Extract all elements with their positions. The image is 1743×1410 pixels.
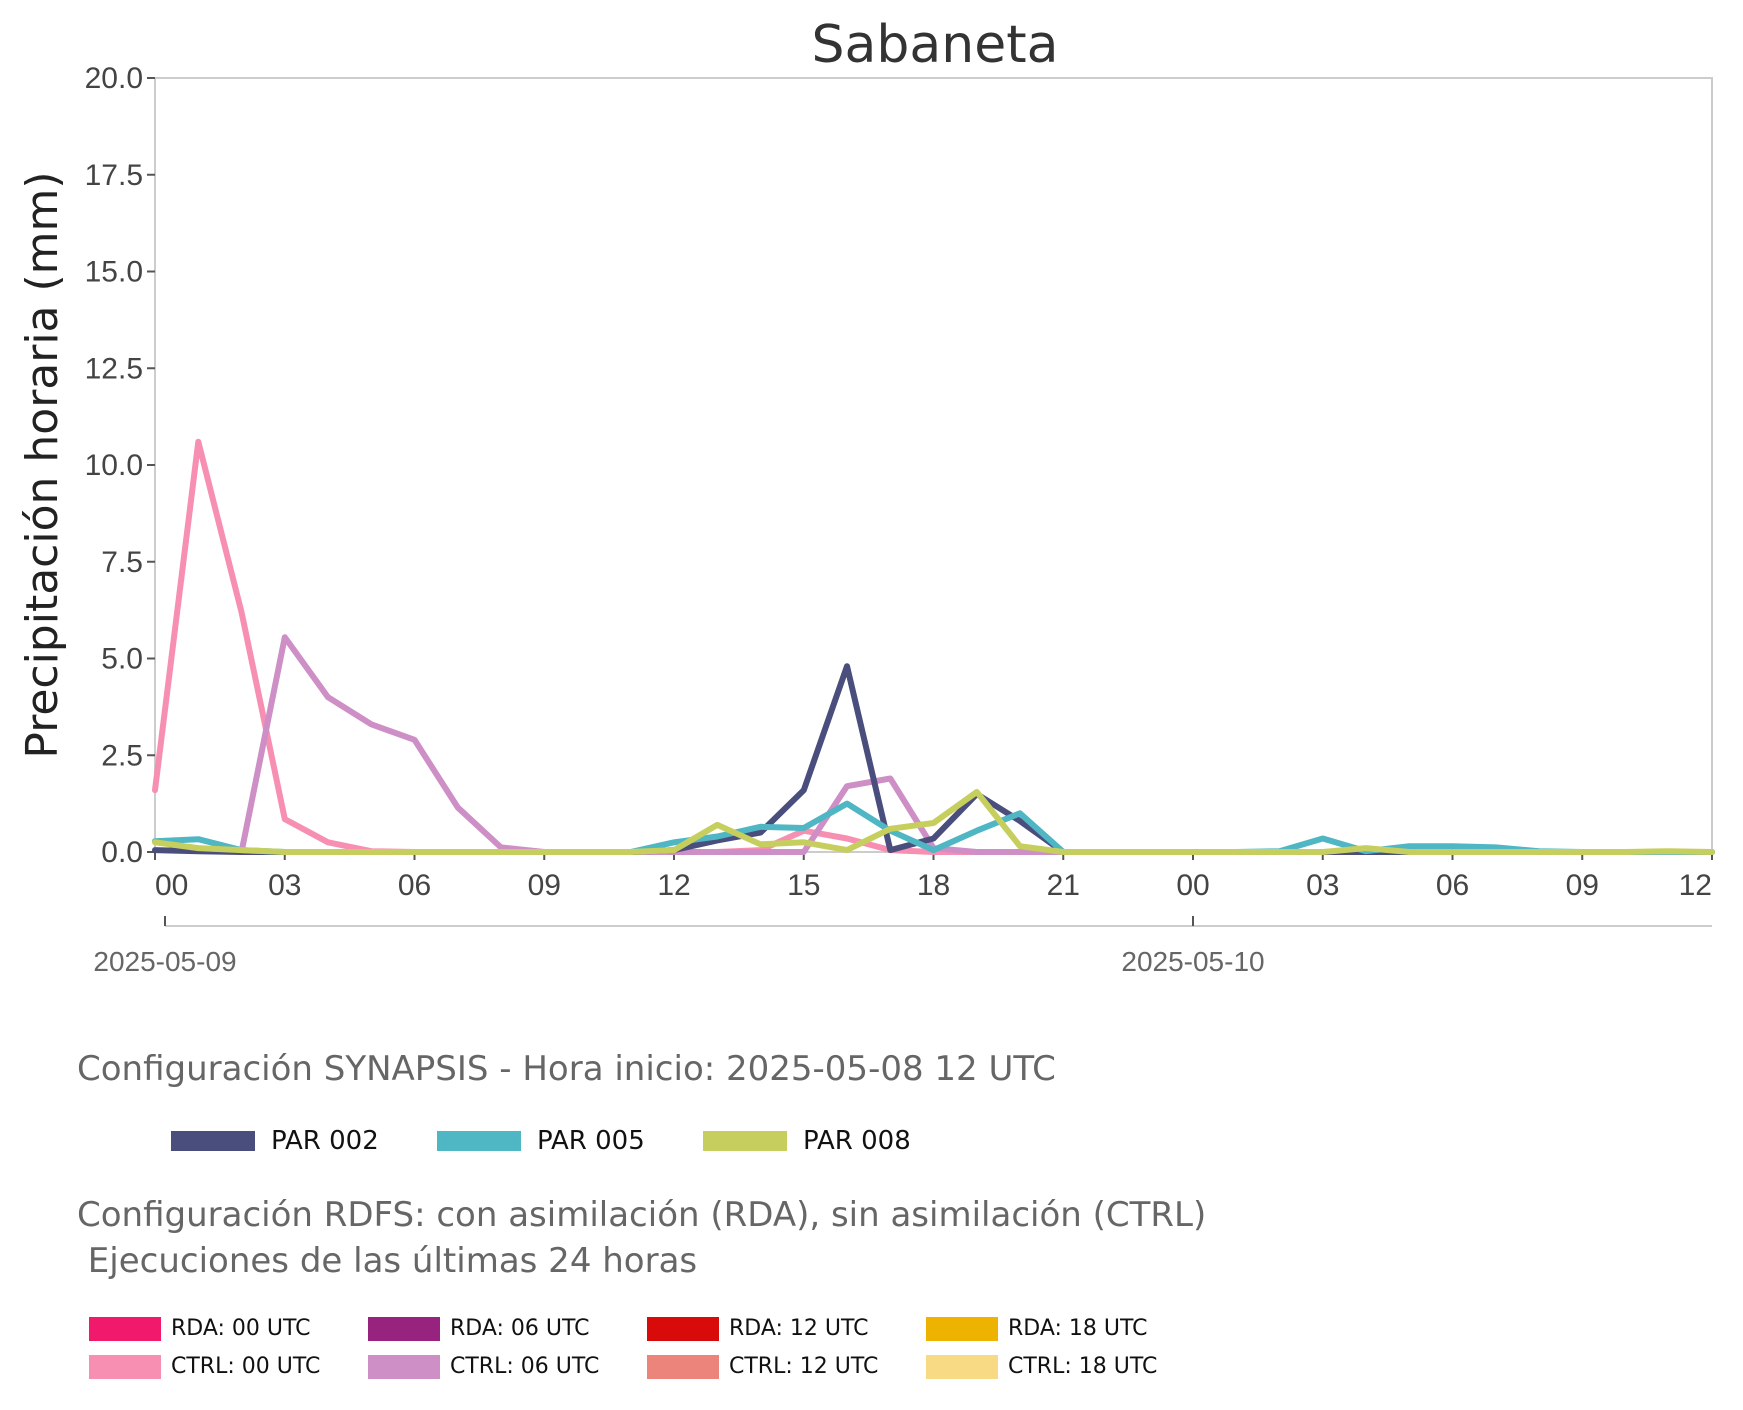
rdfs-legend-row-rda: RDA: 00 UTC RDA: 06 UTC RDA: 12 UTC RDA: 18…	[89, 1316, 1205, 1341]
x-tick-label: 06	[1436, 869, 1469, 902]
legend-swatch	[368, 1354, 440, 1379]
legend-label: PAR 008	[803, 1126, 911, 1156]
y-axis: 0.0 2.5 5.0 7.5 10.0 12.5 15.0 17.5 20.0	[85, 62, 155, 869]
y-tick-label: 20.0	[85, 62, 143, 95]
date-axis: 2025-05-09 2025-05-10	[93, 916, 1712, 977]
x-tick-label: 21	[1047, 869, 1080, 902]
legend-item-ctrl-18-utc: CTRL: 18 UTC	[926, 1354, 1205, 1379]
legend-swatch	[926, 1316, 998, 1341]
legend-item-rda-00-utc: RDA: 00 UTC	[89, 1316, 368, 1341]
rdfs-legend-row-ctrl: CTRL: 00 UTC CTRL: 06 UTC CTRL: 12 UTC CTRL…	[89, 1354, 1205, 1379]
legend-swatch	[368, 1316, 440, 1341]
x-tick-label: 18	[917, 869, 950, 902]
x-tick-label: 09	[1566, 869, 1599, 902]
legend-label: RDA: 12 UTC	[729, 1316, 869, 1341]
legend-swatch	[437, 1131, 521, 1151]
synapsis-legend: PAR 002 PAR 005 PAR 008	[171, 1126, 969, 1156]
x-tick-label: 09	[528, 869, 561, 902]
x-tick-label: 00	[155, 869, 188, 902]
x-tick-label: 12	[657, 869, 690, 902]
y-tick-label: 10.0	[85, 449, 143, 482]
date-tick-label: 2025-05-09	[93, 946, 236, 977]
legend-item-ctrl-12-utc: CTRL: 12 UTC	[647, 1354, 926, 1379]
legend-label: RDA: 18 UTC	[1008, 1316, 1148, 1341]
x-tick-label: 12	[1679, 869, 1712, 902]
synapsis-legend-title: Configuración SYNAPSIS - Hora inicio: 20…	[77, 1049, 1056, 1089]
legend-label: CTRL: 06 UTC	[450, 1354, 600, 1379]
legend-swatch	[703, 1131, 787, 1151]
x-axis: 00 03 06 09 12 15 18 21 00 03 06 09 12	[154, 852, 1713, 902]
y-tick-label: 0.0	[101, 836, 143, 869]
series-line-ctrl-06-utc	[238, 634, 1715, 855]
precipitation-chart: Sabaneta Precipitación horaria (mm) 0.0 2…	[17, 15, 1715, 977]
legend-item-ctrl-06-utc: CTRL: 06 UTC	[368, 1354, 647, 1379]
legend-item-rda-18-utc: RDA: 18 UTC	[926, 1316, 1205, 1341]
y-tick-label: 7.5	[101, 546, 143, 579]
y-tick-label: 12.5	[85, 352, 143, 385]
rdfs-legend-title: Configuración RDFS: con asimilación (RDA…	[77, 1195, 1207, 1281]
chart-title: Sabaneta	[812, 15, 1059, 75]
series-line-ctrl-00-utc	[152, 438, 1369, 855]
legend-item-par-005: PAR 005	[437, 1126, 703, 1156]
y-tick-label: 5.0	[101, 643, 143, 676]
legend-swatch	[89, 1316, 161, 1341]
x-tick-label: 00	[1176, 869, 1209, 902]
legend-swatch	[171, 1131, 255, 1151]
legend-swatch	[89, 1354, 161, 1379]
x-tick-label: 03	[1306, 869, 1339, 902]
legend-label: RDA: 06 UTC	[450, 1316, 590, 1341]
legend-item-par-008: PAR 008	[703, 1126, 969, 1156]
legend-label: CTRL: 00 UTC	[171, 1354, 321, 1379]
series-layer	[152, 438, 1715, 855]
y-tick-label: 15.0	[85, 256, 143, 289]
legend-item-par-002: PAR 002	[171, 1126, 437, 1156]
legend-swatch	[647, 1316, 719, 1341]
x-tick-label: 15	[787, 869, 820, 902]
x-tick-label: 06	[398, 869, 431, 902]
legend-item-ctrl-00-utc: CTRL: 00 UTC	[89, 1354, 368, 1379]
y-tick-label: 17.5	[85, 159, 143, 192]
legend-item-rda-12-utc: RDA: 12 UTC	[647, 1316, 926, 1341]
legend-label: PAR 002	[271, 1126, 379, 1156]
legend-item-rda-06-utc: RDA: 06 UTC	[368, 1316, 647, 1341]
legend-label: CTRL: 12 UTC	[729, 1354, 879, 1379]
legend-swatch	[926, 1354, 998, 1379]
y-axis-label: Precipitación horaria (mm)	[17, 171, 68, 758]
plot-area	[154, 77, 1713, 853]
legend-swatch	[647, 1354, 719, 1379]
date-tick-label: 2025-05-10	[1121, 946, 1264, 977]
legend-label: PAR 005	[537, 1126, 645, 1156]
legend-label: CTRL: 18 UTC	[1008, 1354, 1158, 1379]
x-tick-label: 03	[268, 869, 301, 902]
series-line-par-008	[152, 789, 1715, 855]
y-tick-label: 2.5	[101, 739, 143, 772]
legend-label: RDA: 00 UTC	[171, 1316, 311, 1341]
